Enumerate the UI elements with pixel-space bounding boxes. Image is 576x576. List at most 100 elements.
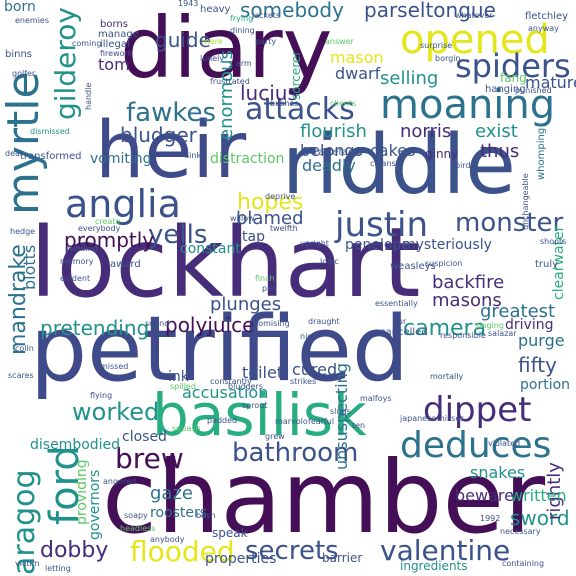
word-headless: headless [120,524,156,533]
word-fletchley: fletchley [525,11,569,22]
word-1992: 1992 [480,514,501,523]
word-padded: padded [207,416,238,425]
word-exist: exist [475,121,518,142]
word-twelfth: twelfth [270,224,298,233]
word-norris: norris [400,121,452,142]
word-coming: coming [72,39,102,48]
word-gaze: gaze [150,483,193,504]
word-belongs: belongs [300,141,363,160]
word-frying: frying [230,14,254,23]
word-1943: 1943 [178,0,199,8]
word-parseltongue: parseltongue [364,0,496,22]
word-polyjuice: polyjuice [165,313,255,337]
word-guide: guide [155,28,211,52]
word-hopes: hopes [237,190,304,215]
word-deadly: deadly [302,156,356,175]
word-brew: brew [115,442,184,475]
word-evident: evident [60,274,91,283]
word-bird: bird [455,161,471,170]
word-flying: flying [90,391,113,400]
word-roosters: roosters [150,505,208,521]
word-ingredients: ingredients [400,559,468,573]
word-angered: angered [103,477,137,486]
word-governors: governors [87,469,103,540]
word-penelope: penelope [345,237,410,253]
word-truly: truly [535,259,559,270]
word-fang: fang [500,71,527,85]
word-upright: upright [300,239,329,248]
word-mysteriously: mysteriously [402,237,492,253]
word-borns: borns [100,19,128,30]
word-speak: speak [212,526,248,540]
word-portion: portion [520,377,571,393]
word-responsible: responsible [440,331,486,340]
word-malfoys: malfoys [360,394,392,403]
word-disembodied: disembodied [30,437,121,453]
word-logic: logic [320,257,339,266]
word-everybody: everybody [78,224,121,233]
word-weasleys: weasleys [390,261,436,272]
word-pan: pan [262,284,278,293]
word-heir: heir [95,106,247,196]
word-valentine: valentine [380,534,511,567]
word-create: create [95,217,121,226]
word-somebody: somebody [240,0,344,22]
word-japanese: japanese [400,414,437,423]
word-selling: selling [380,68,439,89]
word-cured: cured [292,360,338,379]
word-sword: sword [510,506,570,530]
word-worked: worked [72,398,160,426]
word-marvolo: marvolo [275,417,308,426]
word-whomping: whomping [536,127,547,180]
word-violated: violated [488,439,521,448]
word-frustrated: frustrated [210,77,250,86]
word-whatever: whatever [455,11,493,20]
word-sprout: sprout [242,401,268,410]
word-answer: answer [325,37,354,46]
word-cleans: cleans [370,159,396,168]
word-ten: ten [352,421,366,430]
word-artefacts: artefacts [318,147,363,158]
word-gilderoy: gilderoy [49,7,82,120]
word-fifty: fifty [518,353,557,377]
word-binns: binns [5,49,33,60]
word-slugs: slugs [330,407,351,416]
word-deal: deal [5,149,23,158]
word-bathroom: bathroom [232,438,359,468]
word-pudding: pudding [65,244,98,253]
word-thus: thus [480,141,520,162]
word-colin: colin [15,344,34,353]
word-plunges: plunges [210,294,282,315]
word-accusation: accusation [182,383,269,402]
word-suspicion: suspicion [425,259,463,268]
word-spiders: spiders [455,47,571,85]
word-promptly: promptly [64,228,155,252]
word-justin: justin [335,205,429,245]
word-enormous: enormous [216,50,237,140]
word-backfire: backfire [432,272,505,293]
word-grew: grew [265,432,285,441]
word-cancelled: cancelled [380,327,428,338]
word-dobby: dobby [40,538,109,563]
word-jackets: jackets [252,11,281,20]
word-mason: mason [330,48,384,67]
word-squash: squash [172,424,201,433]
word-party: party [255,37,277,46]
word-dismissed: dismissed [30,127,70,136]
word-camera: camera [403,316,487,341]
word-singing: singing [475,321,504,330]
word-tom: tom [98,55,130,74]
word-handle: handle [84,82,93,110]
word-misses: misses [437,414,465,423]
word-petrified: petrified [30,297,409,402]
word-unsuspecting: unsuspecting [332,363,351,470]
word-lucius: lucius [240,81,298,105]
word-golfer: golfer [12,69,36,78]
word-surprise: surprise [420,41,453,50]
word-promising: promising [250,319,290,328]
word-purge: purge [518,331,565,350]
word-greatest: greatest [480,301,556,322]
word-borgin: borgin [435,54,461,63]
word-bludgers: bludgers [228,382,263,391]
